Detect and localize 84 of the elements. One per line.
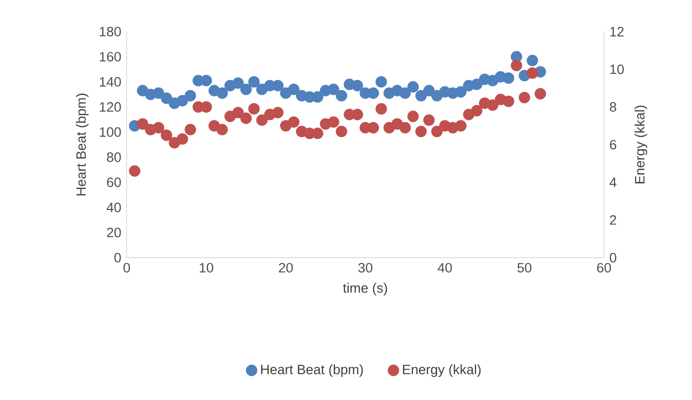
point (200, 101, 212, 113)
point (336, 126, 348, 138)
x-axis-title: time (s) (343, 282, 388, 296)
point (407, 81, 419, 93)
point (455, 120, 466, 132)
point (256, 114, 268, 126)
point (526, 67, 538, 79)
x-tick-label: 20 (278, 262, 293, 273)
point (415, 126, 427, 138)
point (184, 90, 196, 102)
point (376, 103, 387, 115)
point (455, 86, 466, 98)
y2-tick-label: 6 (610, 140, 616, 150)
point (423, 114, 435, 126)
y-tick-label: 120 (100, 102, 121, 112)
point (407, 110, 419, 122)
y-tick-label: 60 (107, 178, 121, 188)
point (176, 133, 188, 145)
point (248, 76, 260, 88)
point (376, 76, 387, 88)
y-tick-label: 40 (106, 202, 121, 212)
point (526, 54, 538, 66)
point (272, 80, 284, 92)
point (216, 87, 228, 99)
point (415, 90, 427, 102)
point (368, 87, 379, 99)
point (431, 126, 443, 138)
point (200, 74, 212, 86)
legend-label: Energy (kkal) (402, 364, 481, 377)
y-tick-label: 0 (114, 252, 121, 262)
point (152, 87, 164, 99)
point (216, 124, 228, 136)
y-tick-label: 20 (107, 228, 121, 238)
y-tick-label: 140 (100, 77, 121, 87)
x-tick-label: 40 (438, 262, 452, 273)
y-tick-label: 80 (106, 152, 121, 162)
point (288, 84, 300, 96)
y-tick-label: 100 (100, 127, 121, 137)
point (328, 116, 340, 128)
point (510, 60, 522, 72)
point (399, 122, 411, 134)
point (176, 95, 188, 106)
point (272, 106, 284, 118)
point (534, 88, 546, 100)
point (336, 90, 348, 102)
y2-tick-label: 4 (610, 178, 616, 187)
x-tick-label: 50 (517, 262, 532, 273)
point (184, 124, 196, 136)
x-tick-label: 60 (597, 262, 611, 273)
point (423, 84, 435, 96)
point (518, 92, 530, 104)
y-tick-label: 160 (100, 52, 121, 62)
point (288, 116, 300, 128)
point (399, 87, 411, 99)
y2-tick-label: 8 (610, 102, 616, 112)
y2-tick-label: 12 (610, 26, 624, 36)
point (352, 80, 364, 92)
y2-tick-label: 2 (610, 215, 616, 225)
x-tick-label: 10 (200, 262, 214, 273)
y-tick-label: 180 (100, 26, 121, 36)
point (160, 92, 172, 104)
point (486, 99, 498, 111)
point (248, 103, 260, 115)
x-tick-label: 30 (358, 262, 372, 273)
legend-label: Heart Beat (bpm) (261, 364, 363, 377)
y-axis-title: Heart Beat (bpm) (76, 94, 89, 196)
x-tick-label: 0 (123, 262, 130, 273)
point (471, 105, 482, 116)
point (470, 78, 482, 90)
point (328, 84, 340, 96)
y2-tick-label: 10 (610, 64, 624, 74)
point (232, 106, 244, 118)
point (136, 118, 148, 130)
point (502, 96, 514, 108)
point (240, 84, 252, 96)
point (160, 130, 172, 141)
point (368, 122, 379, 134)
y2-axis-title: Energy (kkal) (634, 106, 648, 184)
y2-tick-label: 0 (610, 252, 616, 262)
point (152, 122, 164, 134)
point (128, 165, 140, 177)
point (502, 72, 514, 84)
point (240, 112, 252, 124)
point (232, 77, 244, 89)
